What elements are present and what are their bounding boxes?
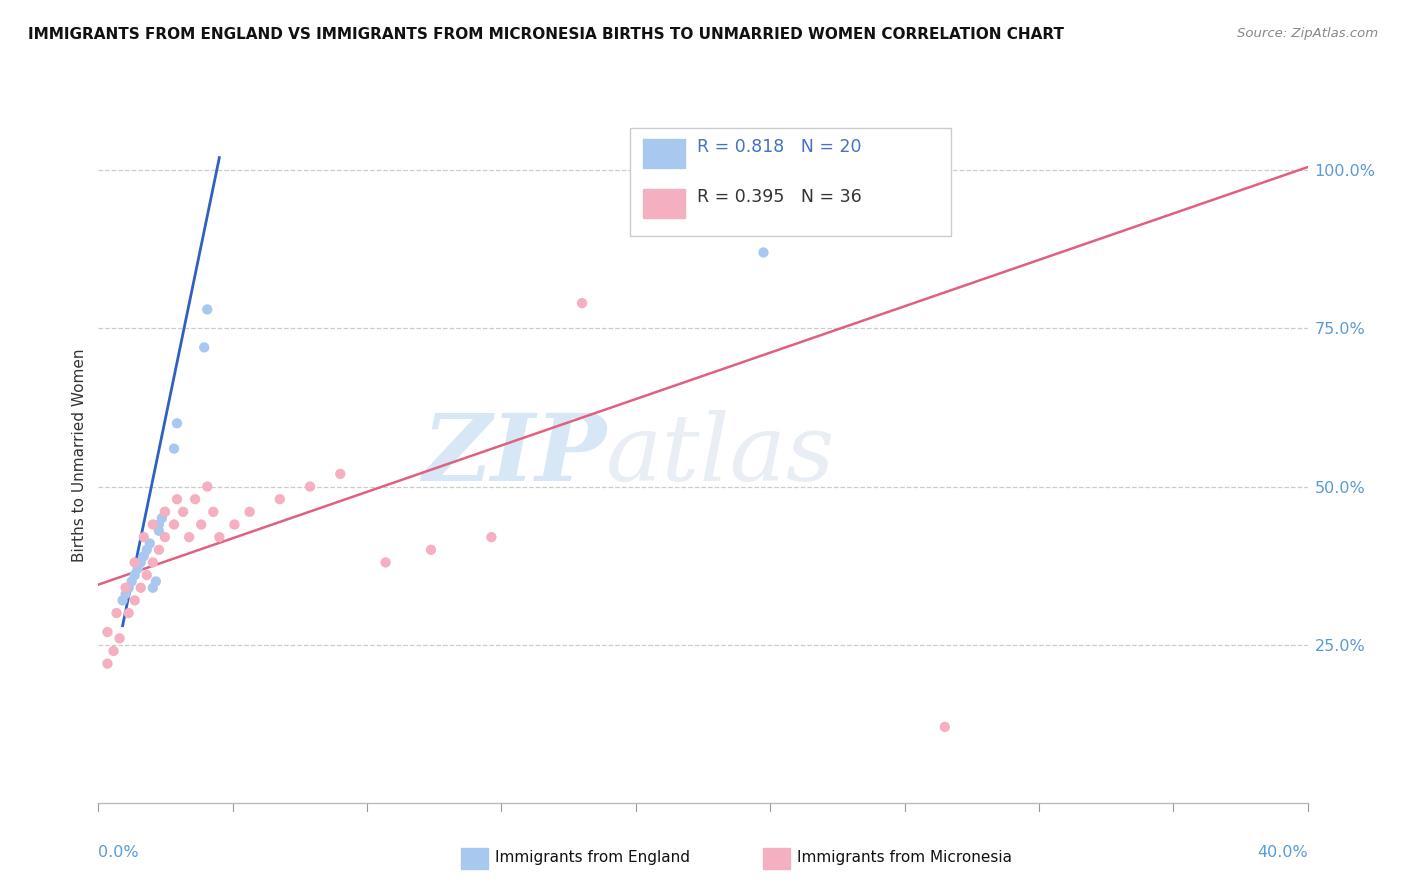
Point <box>114 587 136 601</box>
Point <box>329 467 352 481</box>
Bar <box>461 848 488 869</box>
Bar <box>643 189 685 219</box>
Point <box>132 549 155 563</box>
Point <box>195 302 218 317</box>
Point <box>132 530 155 544</box>
Point <box>145 574 167 589</box>
FancyBboxPatch shape <box>630 128 950 235</box>
Point <box>163 517 186 532</box>
Point <box>105 606 128 620</box>
Text: ZIP: ZIP <box>422 410 606 500</box>
Point <box>129 556 152 570</box>
Point <box>135 542 157 557</box>
Point <box>96 657 118 671</box>
Point <box>139 536 162 550</box>
Point <box>153 530 176 544</box>
Text: atlas: atlas <box>606 410 835 500</box>
Point <box>114 581 136 595</box>
Point <box>96 625 118 640</box>
Point <box>121 574 143 589</box>
Point <box>142 556 165 570</box>
Text: R = 0.395   N = 36: R = 0.395 N = 36 <box>697 188 862 206</box>
Point <box>142 517 165 532</box>
Text: Immigrants from Micronesia: Immigrants from Micronesia <box>797 849 1012 864</box>
Point <box>148 524 170 538</box>
Point <box>163 442 186 456</box>
Point <box>420 542 443 557</box>
Text: 0.0%: 0.0% <box>98 845 139 860</box>
Point <box>108 632 131 646</box>
Point <box>148 542 170 557</box>
Point <box>129 581 152 595</box>
Point <box>239 505 262 519</box>
Point <box>124 568 146 582</box>
Point <box>124 593 146 607</box>
Bar <box>763 848 790 869</box>
Point <box>135 568 157 582</box>
Point <box>153 505 176 519</box>
Point <box>118 581 141 595</box>
Point <box>299 479 322 493</box>
Point <box>190 517 212 532</box>
Point <box>571 296 593 310</box>
Text: Immigrants from England: Immigrants from England <box>495 849 690 864</box>
Point <box>148 517 170 532</box>
Point <box>752 245 775 260</box>
Point <box>224 517 246 532</box>
Point <box>103 644 125 658</box>
Point <box>166 492 188 507</box>
Text: IMMIGRANTS FROM ENGLAND VS IMMIGRANTS FROM MICRONESIA BIRTHS TO UNMARRIED WOMEN : IMMIGRANTS FROM ENGLAND VS IMMIGRANTS FR… <box>28 27 1064 42</box>
Text: Source: ZipAtlas.com: Source: ZipAtlas.com <box>1237 27 1378 40</box>
Point <box>172 505 194 519</box>
Bar <box>643 139 685 169</box>
Point <box>166 417 188 431</box>
Point <box>118 606 141 620</box>
Point <box>202 505 225 519</box>
Point <box>127 562 149 576</box>
Point <box>374 556 396 570</box>
Y-axis label: Births to Unmarried Women: Births to Unmarried Women <box>72 348 87 562</box>
Point <box>208 530 231 544</box>
Point <box>111 593 134 607</box>
Point <box>184 492 207 507</box>
Point <box>934 720 956 734</box>
Point <box>124 556 146 570</box>
Point <box>153 505 176 519</box>
Text: R = 0.818   N = 20: R = 0.818 N = 20 <box>697 138 862 156</box>
Point <box>193 340 215 354</box>
Point <box>195 479 218 493</box>
Point <box>269 492 291 507</box>
Point <box>481 530 503 544</box>
Point <box>142 581 165 595</box>
Point <box>179 530 201 544</box>
Point <box>150 511 173 525</box>
Text: 40.0%: 40.0% <box>1257 845 1308 860</box>
